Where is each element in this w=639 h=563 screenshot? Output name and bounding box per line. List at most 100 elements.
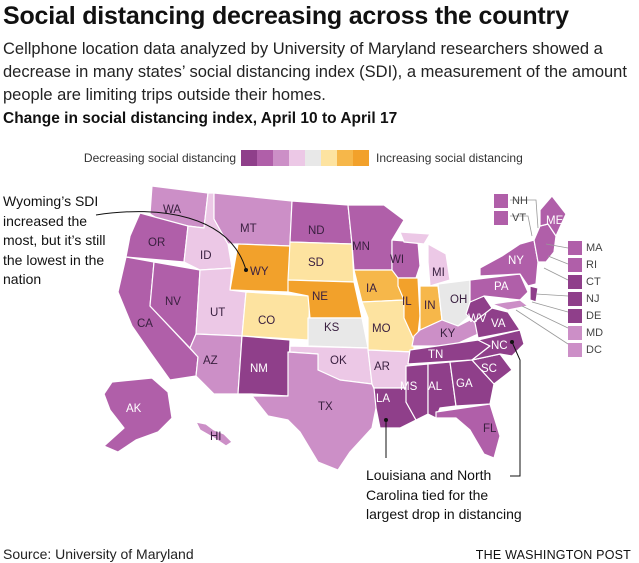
source-credit: Source: University of Maryland xyxy=(3,546,194,562)
chart-title: Change in social distancing index, April… xyxy=(3,110,398,127)
state-label: CO xyxy=(258,315,275,327)
state-label: NV xyxy=(165,296,181,308)
small-state-swatch xyxy=(494,211,508,225)
small-state-swatch xyxy=(568,309,582,323)
state-ak xyxy=(103,377,173,453)
us-map: WA OR CA NV ID MT WY UT AZ CO NM ND SD N… xyxy=(95,185,569,477)
wyoming-leader-line xyxy=(95,211,247,271)
small-state-swatch xyxy=(568,292,582,306)
wyoming-leader-dot xyxy=(244,268,248,272)
small-state-row: DE xyxy=(568,308,603,324)
legend-swatch xyxy=(305,150,321,166)
state-nd xyxy=(289,200,353,245)
state-label: HI xyxy=(210,431,222,443)
small-state-row: DC xyxy=(568,342,603,358)
small-state-row: NJ xyxy=(568,291,603,307)
state-mi xyxy=(399,231,451,287)
state-label: IN xyxy=(424,300,436,312)
state-label: AZ xyxy=(203,355,218,367)
state-label: ID xyxy=(200,250,212,262)
state-tx xyxy=(251,351,379,471)
louisiana-annotation: Louisiana and North Carolina tied for th… xyxy=(366,467,522,522)
state-label: MT xyxy=(240,223,257,235)
publisher-brand: THE WASHINGTON POST xyxy=(475,548,631,562)
east-small-states: MA RI CT NJ DE MD DC xyxy=(568,240,603,359)
legend-swatch xyxy=(289,150,305,166)
ne-small-states: NH VT xyxy=(494,193,528,227)
state-label: NC xyxy=(491,340,508,352)
state-label: AK xyxy=(126,403,142,415)
state-hi xyxy=(195,421,233,447)
small-state-row: CT xyxy=(568,274,603,290)
state-fl xyxy=(435,403,501,459)
state-label: CA xyxy=(137,318,153,330)
state-label: KS xyxy=(324,322,340,334)
small-state-label: DC xyxy=(586,344,602,356)
small-state-swatch xyxy=(568,343,582,357)
state-label: GA xyxy=(456,378,473,390)
legend-swatch xyxy=(257,150,273,166)
louisiana-leader-dot xyxy=(384,418,388,422)
state-ga xyxy=(449,359,495,407)
subtitle: Cellphone location data analyzed by Univ… xyxy=(3,40,627,104)
state-label: MN xyxy=(352,241,370,253)
state-label: SD xyxy=(308,257,324,269)
small-state-swatch xyxy=(568,241,582,255)
small-state-label: VT xyxy=(512,212,527,224)
state-nc xyxy=(471,329,525,361)
state-md xyxy=(491,299,529,311)
small-state-swatch xyxy=(568,275,582,289)
state-or xyxy=(125,212,189,263)
page-title: Social distancing decreasing across the … xyxy=(3,2,569,30)
small-state-row: MA xyxy=(568,240,603,256)
state-label: FL xyxy=(483,423,497,435)
state-label: MI xyxy=(432,267,445,279)
state-label: TN xyxy=(428,349,443,361)
state-label: OK xyxy=(330,355,347,367)
state-nj xyxy=(529,285,539,303)
state-label: OR xyxy=(148,237,165,249)
state-label: OH xyxy=(450,294,467,306)
state-label: IL xyxy=(402,296,412,308)
legend-swatch xyxy=(241,150,257,166)
legend-right-label: Increasing social distancing xyxy=(376,151,523,165)
state-label: TX xyxy=(318,401,333,413)
small-state-label: MA xyxy=(586,242,603,254)
state-label: IA xyxy=(366,283,377,295)
small-state-label: NH xyxy=(512,195,528,207)
state-label: NE xyxy=(312,291,328,303)
state-label: LA xyxy=(376,393,390,405)
state-ms xyxy=(405,363,429,421)
legend-swatches xyxy=(241,150,369,166)
legend: Decreasing social distancing Increasing … xyxy=(0,150,639,168)
nc-leader-dot xyxy=(510,340,514,344)
state-ny xyxy=(479,239,539,287)
state-label: ME xyxy=(546,215,564,227)
state-co xyxy=(241,291,311,341)
state-me xyxy=(539,195,567,237)
state-label: UT xyxy=(210,307,225,319)
small-state-label: RI xyxy=(586,259,597,271)
state-label: WY xyxy=(250,266,269,278)
state-oh xyxy=(437,279,475,327)
legend-swatch xyxy=(321,150,337,166)
state-label: VA xyxy=(491,318,506,330)
state-label: AL xyxy=(428,381,443,393)
legend-swatch xyxy=(273,150,289,166)
state-label: AR xyxy=(374,361,390,373)
state-label: WV xyxy=(468,313,487,325)
state-label: KY xyxy=(440,328,456,340)
small-state-row: VT xyxy=(494,210,528,226)
small-state-label: MD xyxy=(586,327,604,339)
state-label: MS xyxy=(400,381,418,393)
small-state-label: CT xyxy=(586,276,601,288)
small-state-swatch xyxy=(568,258,582,272)
small-state-row: NH xyxy=(494,193,528,209)
nc-leader-line xyxy=(510,341,521,477)
state-label: PA xyxy=(494,281,509,293)
small-state-label: NJ xyxy=(586,293,600,305)
small-state-swatch xyxy=(494,194,508,208)
state-label: SC xyxy=(481,363,497,375)
state-label: WI xyxy=(390,254,404,266)
state-label: NM xyxy=(250,363,268,375)
